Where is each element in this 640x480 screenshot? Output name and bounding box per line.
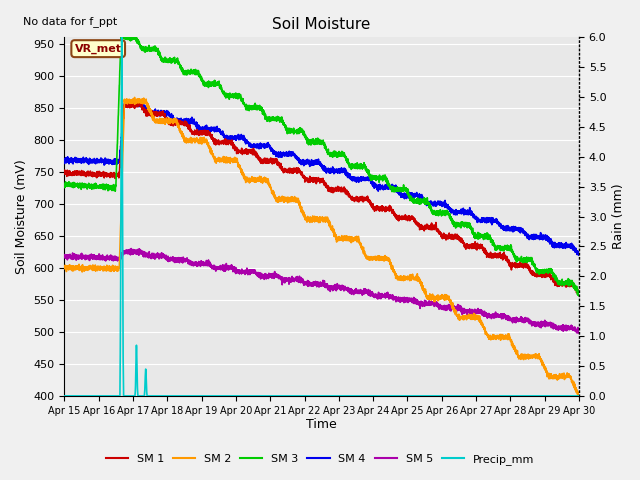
Legend: SM 1, SM 2, SM 3, SM 4, SM 5, Precip_mm: SM 1, SM 2, SM 3, SM 4, SM 5, Precip_mm [101, 450, 539, 469]
Text: No data for f_ppt: No data for f_ppt [23, 16, 118, 26]
Text: VR_met: VR_met [75, 44, 122, 54]
Y-axis label: Soil Moisture (mV): Soil Moisture (mV) [15, 159, 28, 274]
Y-axis label: Rain (mm): Rain (mm) [612, 184, 625, 249]
X-axis label: Time: Time [307, 419, 337, 432]
Title: Soil Moisture: Soil Moisture [273, 17, 371, 32]
